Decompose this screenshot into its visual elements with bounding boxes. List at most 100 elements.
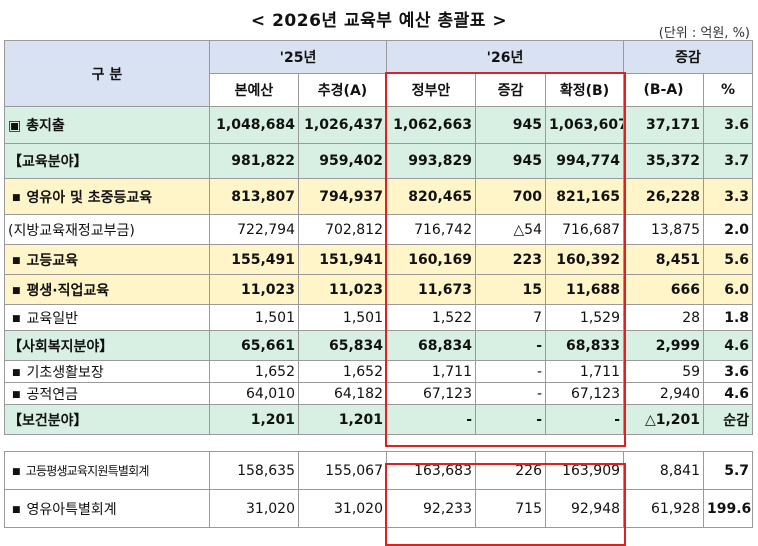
cell-original: 11,023	[209, 274, 299, 305]
row-label: ■ 영유아특별회계	[4, 489, 210, 528]
cell-increase: -	[475, 330, 546, 361]
cell-final: 1,711	[544, 360, 625, 383]
cell-final: 994,774	[544, 143, 625, 179]
cell-percent: 1.8	[703, 304, 754, 331]
cell-increase: -	[475, 382, 546, 405]
cell-govt-draft: 1,062,663	[386, 106, 476, 144]
cell-percent: 6.0	[703, 274, 754, 305]
unit-label: (단위 : 억원, %)	[658, 26, 750, 41]
bullet-square-icon: ■	[12, 504, 21, 515]
cell-govt-draft: 68,834	[386, 330, 476, 361]
cell-percent: 3.6	[703, 360, 754, 383]
cell-original: 155,491	[209, 244, 299, 275]
cell-supplementary: 151,941	[298, 244, 387, 275]
cell-percent: 5.7	[703, 451, 754, 490]
cell-percent: 4.6	[703, 382, 754, 405]
cell-govt-draft: -	[386, 404, 476, 435]
cell-govt-draft: 67,123	[386, 382, 476, 405]
cell-diff: 2,999	[623, 330, 705, 361]
row-label: 【교육분야】	[4, 143, 210, 179]
cell-diff: 61,928	[623, 489, 705, 528]
header-govt-draft: 정부안	[386, 73, 476, 107]
cell-diff: 666	[623, 274, 705, 305]
header-change: 증감	[623, 40, 754, 74]
cell-percent: 199.6	[703, 489, 754, 528]
cell-increase: 7	[475, 304, 546, 331]
cell-increase: 945	[475, 143, 546, 179]
header-percent: %	[703, 73, 754, 107]
cell-original: 981,822	[209, 143, 299, 179]
cell-final: 716,687	[544, 214, 625, 245]
cell-supplementary: 31,020	[298, 489, 387, 528]
header-2026: '26년	[385, 40, 625, 74]
cell-diff: 8,841	[623, 451, 705, 490]
header-row-top: 구 분 '25년 '26년 증감	[4, 40, 754, 107]
cell-supplementary: 959,402	[298, 143, 387, 179]
row-label-text: 고등교육	[26, 252, 79, 269]
cell-percent: 4.6	[703, 330, 754, 361]
row-label: 【보건분야】	[4, 404, 210, 435]
cell-supplementary: 11,023	[298, 274, 387, 305]
cell-supplementary: 702,812	[298, 214, 387, 245]
cell-diff: 2,940	[623, 382, 705, 405]
cell-supplementary: 1,652	[298, 360, 387, 383]
cell-govt-draft: 993,829	[386, 143, 476, 179]
table-row: ■ 영유아 및 초중등교육 813,807 794,937 820,465 700…	[4, 178, 754, 215]
row-label: 【사회복지분야】	[4, 330, 210, 361]
cell-original: 1,048,684	[209, 106, 299, 144]
cell-supplementary: 64,182	[298, 382, 387, 405]
cell-final: 821,165	[544, 178, 625, 215]
cell-increase: 945	[475, 106, 546, 144]
cell-original: 158,635	[209, 451, 299, 490]
cell-percent: 3.3	[703, 178, 754, 215]
header-ba: (B-A)	[623, 73, 705, 107]
table-row: ■ 교육일반 1,501 1,501 1,522 7 1,529 28 1.8	[4, 304, 754, 331]
header-category: 구 분	[4, 40, 210, 107]
cell-increase: 226	[475, 451, 546, 490]
table-row: 【교육분야】 981,822 959,402 993,829 945 994,7…	[4, 143, 754, 179]
table-row: ■ 고등평생교육지원특별회계 158,635 155,067 163,683 22…	[4, 451, 754, 490]
cell-govt-draft: 716,742	[386, 214, 476, 245]
bullet-square-icon: ■	[12, 466, 20, 477]
table-row: 【사회복지분야】 65,661 65,834 68,834 - 68,833 2…	[4, 330, 754, 361]
row-label: ▣ 총지출	[4, 106, 210, 144]
bullet-square-icon: ■	[12, 313, 21, 324]
cell-diff: △1,201	[623, 404, 705, 435]
bullet-square-icon: ■	[12, 367, 21, 378]
table-row: ▣ 총지출 1,048,684 1,026,437 1,062,663 945 …	[4, 106, 754, 144]
cell-diff: 35,372	[623, 143, 705, 179]
cell-supplementary: 1,201	[298, 404, 387, 435]
row-label-text: 고등평생교육지원특별회계	[25, 464, 150, 478]
cell-percent: 3.7	[703, 143, 754, 179]
cell-original: 1,201	[209, 404, 299, 435]
bullet-square-icon: ■	[12, 192, 21, 203]
table-row: ■ 평생·직업교육 11,023 11,023 11,673 15 11,688 …	[4, 274, 754, 305]
bullet-square-icon: ■	[12, 255, 21, 266]
cell-diff: 28	[623, 304, 705, 331]
row-label-text: 교육일반	[26, 310, 79, 327]
cell-govt-draft: 11,673	[386, 274, 476, 305]
cell-original: 64,010	[209, 382, 299, 405]
row-label-text: 기초생활보장	[26, 364, 104, 381]
cell-original: 813,807	[209, 178, 299, 215]
header-row-sub: 본예산 추경(A) 정부안 증감 확정(B) (B-A) %	[5, 73, 754, 107]
row-label: ■ 영유아 및 초중등교육	[4, 178, 210, 215]
cell-diff: 8,451	[623, 244, 705, 275]
cell-increase: -	[475, 404, 546, 435]
cell-final: 11,688	[544, 274, 625, 305]
cell-final: 1,529	[544, 304, 625, 331]
row-label-text: 영유아특별회계	[26, 501, 117, 518]
table-row: 【보건분야】 1,201 1,201 - - - △1,201 순감	[4, 404, 754, 435]
cell-original: 31,020	[209, 489, 299, 528]
cell-final: -	[544, 404, 625, 435]
cell-original: 1,652	[209, 360, 299, 383]
cell-increase: △54	[475, 214, 546, 245]
row-label: ■ 평생·직업교육	[4, 274, 210, 305]
cell-diff: 37,171	[623, 106, 705, 144]
row-label: ■ 교육일반	[4, 304, 210, 331]
table-row: ■ 공적연금 64,010 64,182 67,123 - 67,123 2,94…	[4, 382, 754, 405]
cell-percent: 5.6	[703, 244, 754, 275]
cell-percent: 2.0	[703, 214, 754, 245]
budget-summary-table: 구 분 '25년 '26년 증감 본예산 추경(A) 정부안 증감 확정(B) …	[4, 40, 754, 528]
cell-percent: 3.6	[703, 106, 754, 144]
